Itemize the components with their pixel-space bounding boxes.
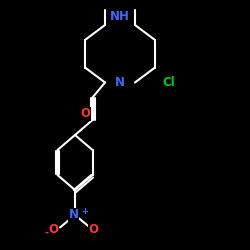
Text: O: O [49,223,59,236]
Text: N: N [115,76,125,88]
Text: O: O [80,107,90,120]
Text: O: O [89,223,99,236]
Text: N: N [115,76,125,88]
Text: +: + [81,207,88,216]
Text: O: O [89,223,99,236]
Text: O: O [49,223,59,236]
Text: NH: NH [110,10,130,23]
Text: -: - [45,228,49,238]
Text: NH: NH [110,10,130,23]
Text: -: - [45,228,49,238]
Text: N: N [69,208,79,222]
Text: +: + [81,207,88,216]
Text: Cl: Cl [162,76,175,88]
Text: Cl: Cl [162,76,175,88]
Text: N: N [69,208,79,222]
Text: O: O [80,107,90,120]
